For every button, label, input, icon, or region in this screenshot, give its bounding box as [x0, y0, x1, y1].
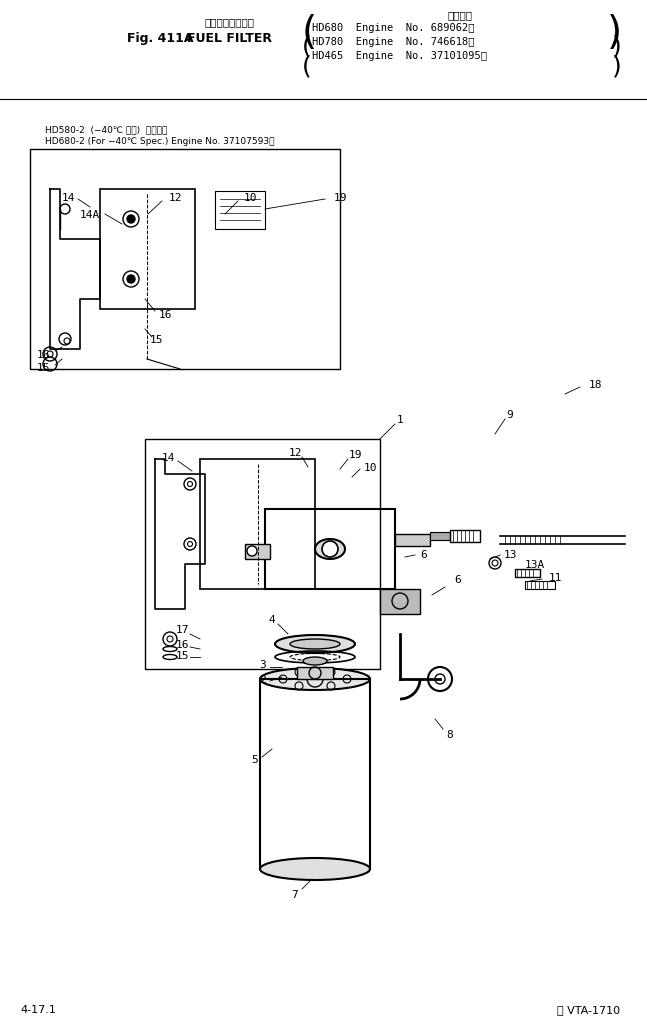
Text: HD680  Engine  No. 689062～: HD680 Engine No. 689062～: [312, 23, 474, 33]
Bar: [297, 667, 333, 680]
Text: 13: 13: [503, 549, 517, 559]
Text: HD780  Engine  No. 746618～: HD780 Engine No. 746618～: [312, 37, 474, 47]
Bar: [515, 570, 540, 578]
Text: 18: 18: [588, 380, 602, 389]
Text: (: (: [302, 34, 312, 58]
Text: 6: 6: [455, 575, 461, 585]
Circle shape: [127, 216, 135, 224]
Text: 19: 19: [333, 193, 347, 203]
Text: 6: 6: [421, 549, 428, 559]
Bar: [525, 582, 555, 589]
Bar: [145, 439, 380, 669]
Text: 19: 19: [348, 449, 362, 460]
Bar: [395, 535, 430, 546]
Text: 7: 7: [292, 890, 298, 899]
Bar: [260, 680, 370, 869]
Ellipse shape: [290, 639, 340, 649]
Text: HD580-2  (−40℃ 仕様)  適用号機: HD580-2 (−40℃ 仕様) 適用号機: [45, 125, 168, 135]
Text: 12: 12: [289, 447, 302, 458]
Text: 4-17.1: 4-17.1: [20, 1004, 56, 1014]
Ellipse shape: [260, 668, 370, 690]
Text: 2: 2: [259, 675, 267, 685]
Text: 14: 14: [161, 452, 175, 463]
Text: フェエルフィルタ: フェエルフィルタ: [205, 17, 255, 26]
Bar: [100, 190, 195, 310]
Bar: [380, 589, 420, 614]
Text: ): ): [612, 34, 622, 58]
Text: ): ): [607, 14, 622, 52]
Text: ): ): [612, 54, 622, 77]
Text: 5: 5: [252, 754, 258, 764]
Bar: [30, 150, 340, 370]
Bar: [245, 544, 270, 559]
Ellipse shape: [260, 858, 370, 880]
Text: 15: 15: [175, 650, 189, 660]
Bar: [450, 531, 480, 542]
Text: 15: 15: [149, 334, 163, 344]
Ellipse shape: [303, 657, 327, 665]
Text: 16: 16: [175, 639, 189, 649]
Text: 10: 10: [243, 193, 257, 203]
Bar: [215, 192, 265, 229]
Text: FUEL FILTER: FUEL FILTER: [188, 32, 272, 45]
Text: (: (: [302, 14, 317, 52]
Ellipse shape: [275, 636, 355, 653]
Text: 14A: 14A: [80, 210, 100, 220]
Text: 15: 15: [36, 363, 50, 373]
Circle shape: [247, 546, 257, 556]
Text: 1: 1: [397, 415, 403, 425]
Text: 13A: 13A: [525, 559, 545, 570]
Text: 14: 14: [61, 193, 75, 203]
Text: 8: 8: [446, 730, 454, 739]
Text: 9: 9: [507, 410, 513, 420]
Text: Fig. 411A: Fig. 411A: [127, 32, 193, 45]
Bar: [200, 460, 315, 589]
Text: 11: 11: [548, 573, 562, 583]
Text: 3: 3: [259, 659, 267, 669]
Circle shape: [322, 541, 338, 557]
Text: HD465  Engine  No. 37101095～: HD465 Engine No. 37101095～: [312, 51, 487, 61]
Text: ⓘ VTA-1710: ⓘ VTA-1710: [557, 1004, 620, 1014]
Text: 10: 10: [363, 463, 377, 473]
Text: 16: 16: [159, 310, 171, 320]
Text: 12: 12: [168, 193, 182, 203]
Text: 4: 4: [269, 614, 276, 625]
Bar: [265, 510, 395, 589]
Text: HD680-2 (For −40℃ Spec.) Engine No. 37107593～: HD680-2 (For −40℃ Spec.) Engine No. 3710…: [45, 137, 274, 146]
Text: (: (: [302, 54, 312, 77]
Text: 17: 17: [175, 625, 189, 635]
Text: 適用号機: 適用号機: [448, 10, 472, 20]
Bar: [430, 533, 450, 540]
Ellipse shape: [315, 539, 345, 559]
Circle shape: [127, 276, 135, 283]
Text: 16: 16: [36, 350, 50, 360]
